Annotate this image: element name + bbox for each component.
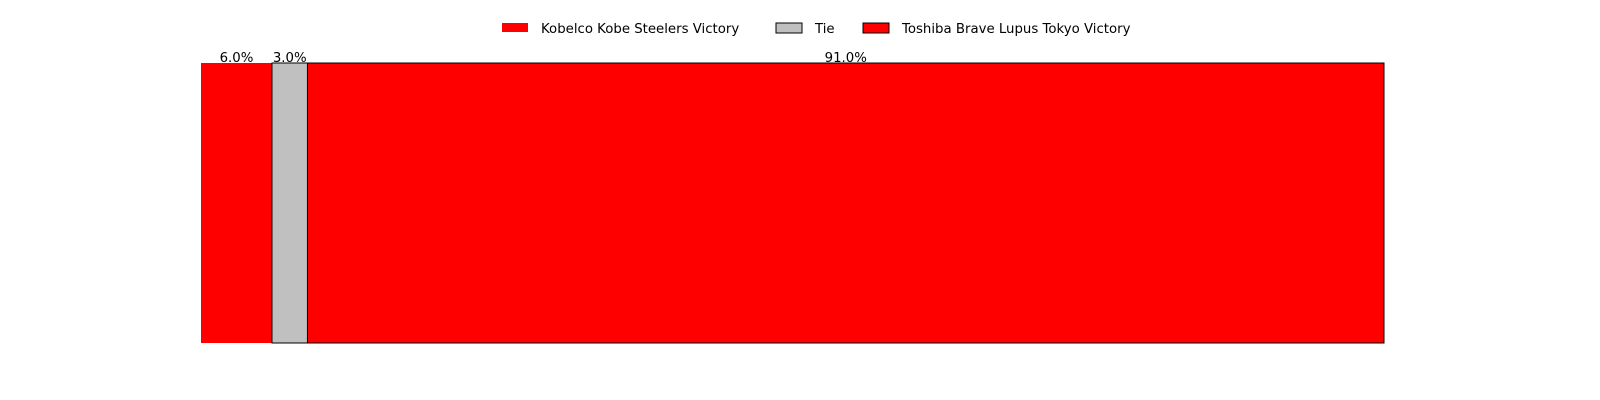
bars-group [201, 62, 1385, 344]
bar-label-toshiba: 91.0% [825, 51, 867, 66]
bar-label-kobelco: 6.0% [220, 51, 254, 66]
bar-segment-toshiba [306, 62, 1385, 344]
legend-swatch-toshiba [862, 22, 890, 34]
legend-label-toshiba: Toshiba Brave Lupus Tokyo Victory [901, 22, 1131, 37]
bar-labels-group: 6.0% 3.0% 91.0% [220, 51, 867, 66]
legend-label-kobelco: Kobelco Kobe Steelers Victory [541, 22, 739, 37]
legend: Kobelco Kobe Steelers Victory Tie Toshib… [502, 22, 1131, 37]
legend-label-tie: Tie [814, 22, 835, 37]
bar-label-tie: 3.0% [273, 51, 307, 66]
bar-segment-tie [271, 62, 308, 344]
bar-segment-kobelco [201, 63, 272, 343]
legend-swatch-kobelco [502, 23, 528, 32]
legend-swatch-tie [775, 22, 803, 34]
